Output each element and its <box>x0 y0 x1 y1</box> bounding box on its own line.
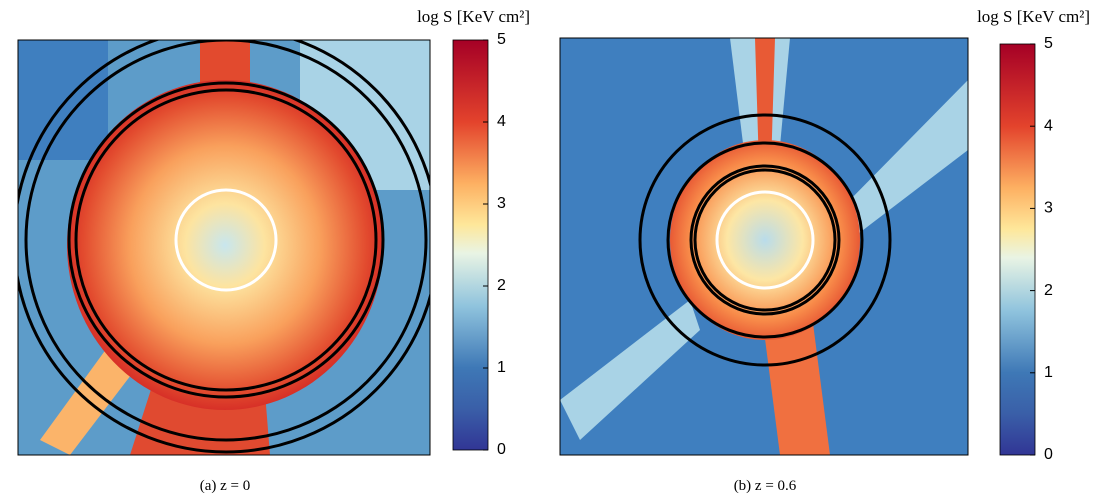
tick-label: 3 <box>1044 200 1053 217</box>
tick-label: 5 <box>497 31 506 48</box>
frame <box>17 39 431 456</box>
image-b <box>560 38 968 455</box>
tick-label: 3 <box>497 195 506 212</box>
frame <box>559 37 969 456</box>
caption: (a) z = 0 <box>200 478 251 494</box>
colorbar-label: log S [KeV cm²] <box>417 7 530 26</box>
tick-label: 0 <box>497 441 506 458</box>
tick-label: 1 <box>497 359 506 376</box>
tick-label: 2 <box>497 277 506 294</box>
image-a <box>18 40 430 455</box>
tick-label: 1 <box>1044 364 1053 381</box>
colorbar <box>452 39 489 451</box>
colorbar-label: log S [KeV cm²] <box>977 7 1090 26</box>
tick-label: 2 <box>1044 282 1053 299</box>
tick-label: 0 <box>1044 446 1053 463</box>
tick-label: 4 <box>497 113 506 130</box>
tick-label: 5 <box>1044 35 1053 52</box>
caption: (b) z = 0.6 <box>734 478 797 494</box>
colorbar <box>999 43 1036 456</box>
tick-label: 4 <box>1044 117 1053 134</box>
